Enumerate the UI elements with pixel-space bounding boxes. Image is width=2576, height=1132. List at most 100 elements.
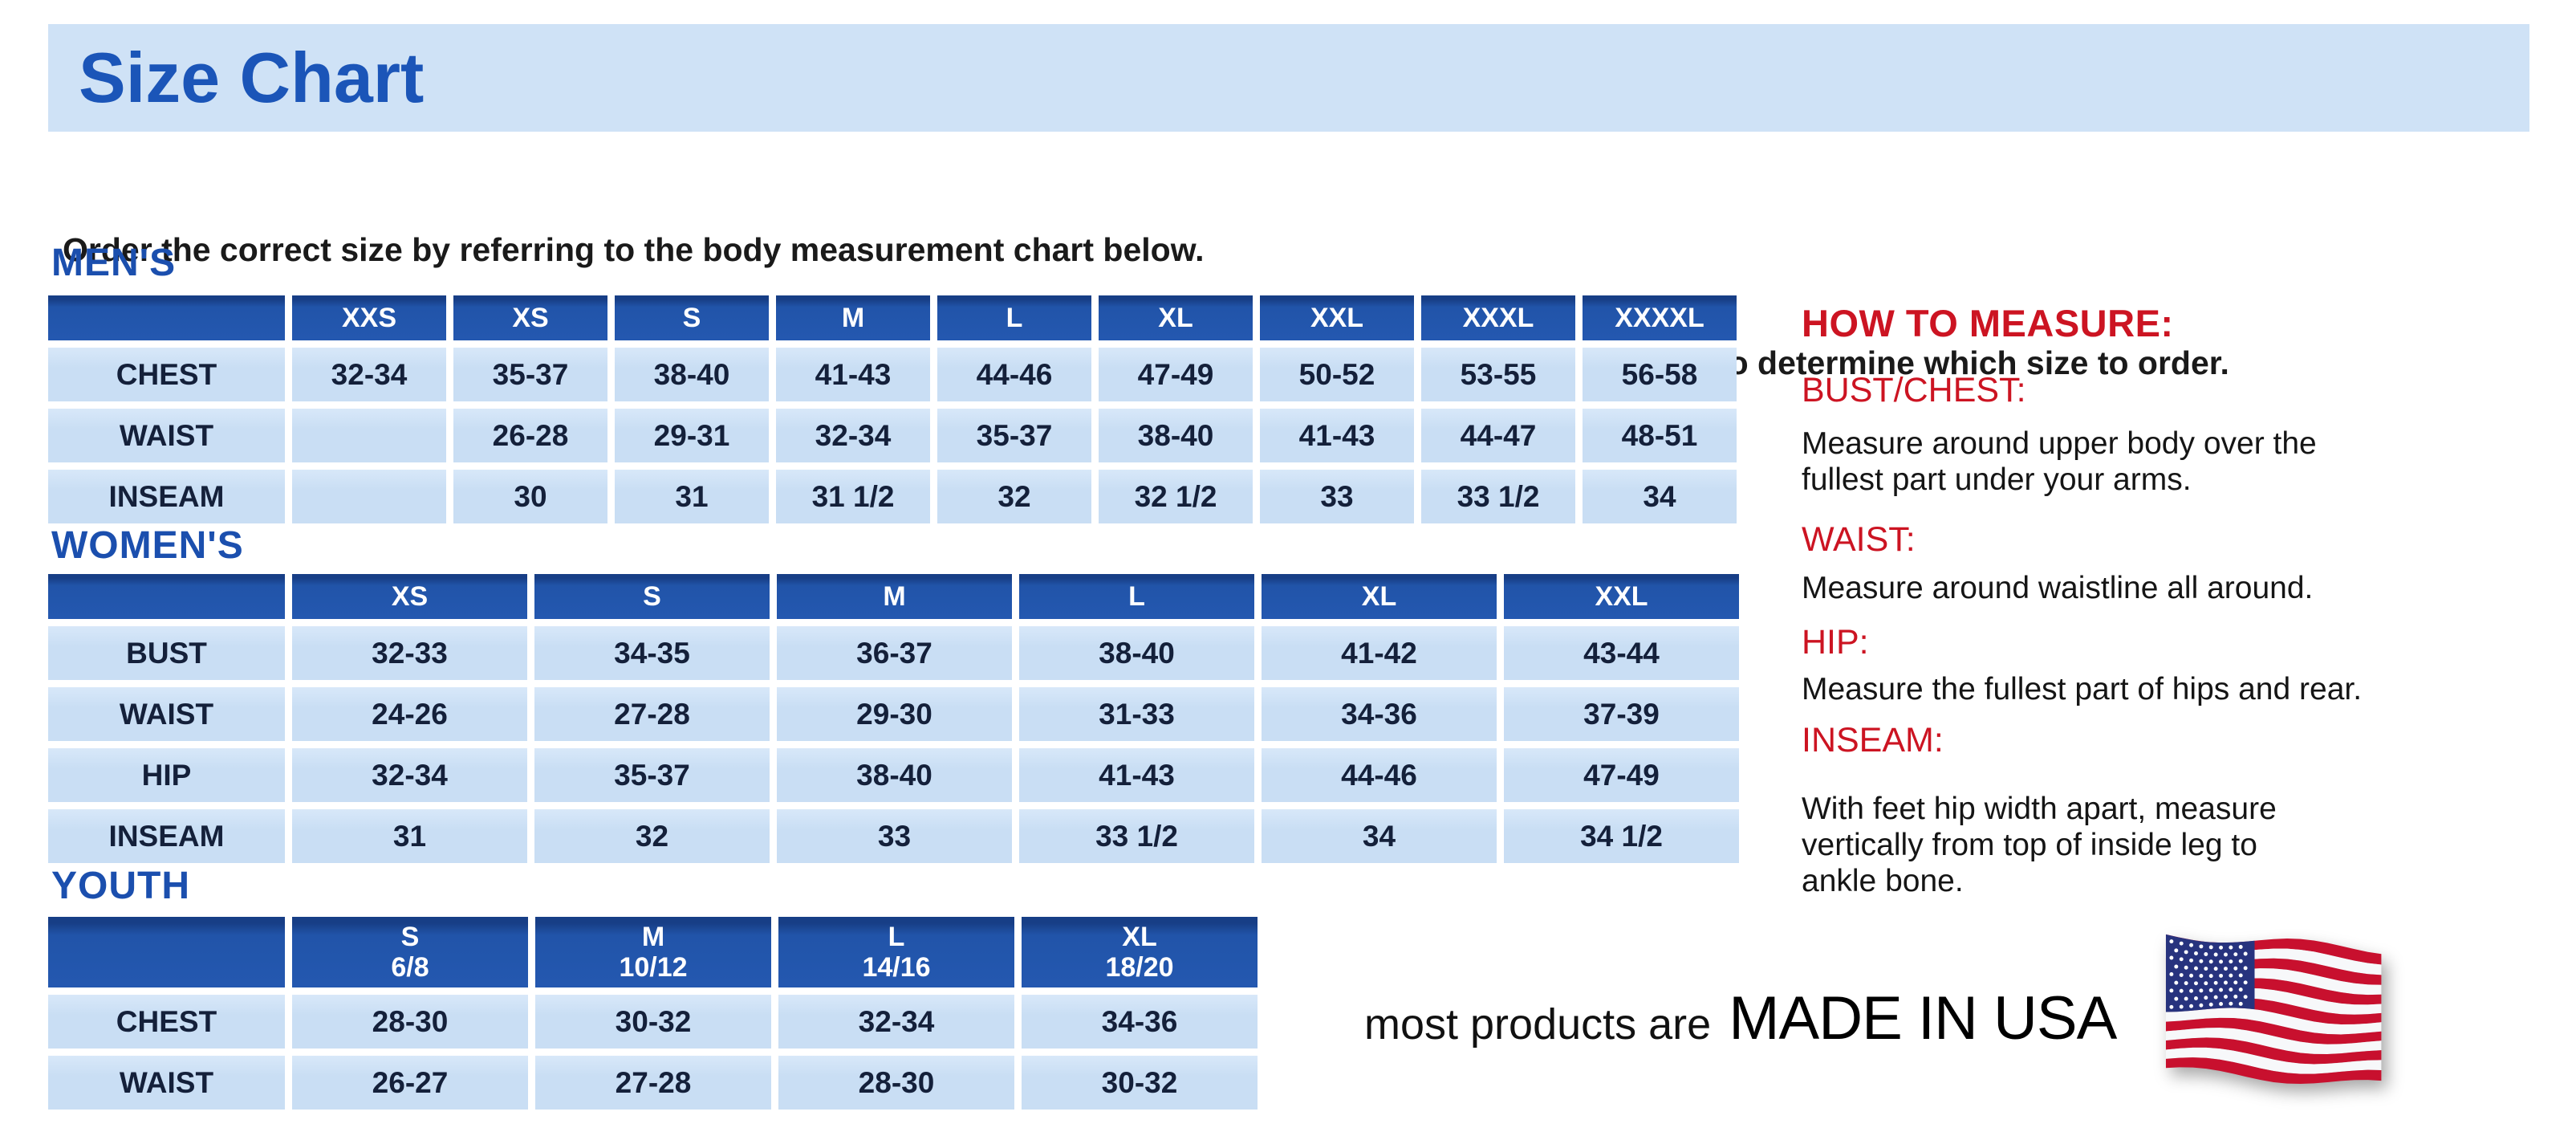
size-value-cell: 34 1/2 xyxy=(1504,809,1739,863)
waist-label: WAIST: xyxy=(1802,520,1916,559)
column-header-cell: M 10/12 xyxy=(535,917,771,987)
size-value-cell: 38-40 xyxy=(777,748,1012,802)
hip-label: HIP: xyxy=(1802,623,1869,662)
column-header-cell: XL xyxy=(1099,295,1253,340)
size-value-cell: 32-33 xyxy=(292,626,527,680)
size-value-cell: 29-31 xyxy=(615,409,769,462)
size-value-cell: 30-32 xyxy=(1022,1056,1258,1110)
row-label-cell: HIP xyxy=(48,748,285,802)
size-value-cell: 33 xyxy=(777,809,1012,863)
size-value-cell: 47-49 xyxy=(1099,348,1253,401)
size-value-cell: 27-28 xyxy=(534,687,770,741)
how-to-measure-heading: HOW TO MEASURE: xyxy=(1802,302,2174,344)
column-header-cell: XXS xyxy=(292,295,446,340)
size-value-cell: 31-33 xyxy=(1019,687,1254,741)
column-header-cell: XS xyxy=(292,574,527,619)
size-value-cell: 34-36 xyxy=(1022,995,1258,1049)
size-value-cell: 38-40 xyxy=(615,348,769,401)
size-value-cell: 38-40 xyxy=(1099,409,1253,462)
size-value-cell: 41-43 xyxy=(776,348,930,401)
column-header-cell: S xyxy=(615,295,769,340)
size-value-cell: 35-37 xyxy=(937,409,1091,462)
size-value-cell: 41-43 xyxy=(1260,409,1414,462)
mens-size-table: XXS XS S M L XL XXL XXXL XXXXL CHEST 32-34 35-37 38-… xyxy=(48,295,1737,523)
size-value-cell: 56-58 xyxy=(1583,348,1737,401)
row-label-cell: CHEST xyxy=(48,348,285,401)
mens-section-heading: MEN'S xyxy=(51,242,177,284)
row-label-cell: WAIST xyxy=(48,687,285,741)
size-value-cell: 32 xyxy=(534,809,770,863)
size-value-cell: 32 xyxy=(937,470,1091,523)
size-value-cell: 32 1/2 xyxy=(1099,470,1253,523)
row-label-cell: CHEST xyxy=(48,995,285,1049)
size-value-cell: 47-49 xyxy=(1504,748,1739,802)
size-value-cell: 36-37 xyxy=(777,626,1012,680)
size-value-cell: 33 1/2 xyxy=(1421,470,1575,523)
size-value-cell: 34-36 xyxy=(1262,687,1497,741)
size-value-cell: 30-32 xyxy=(535,995,771,1049)
size-value-cell: 30 xyxy=(453,470,607,523)
column-header-cell: S xyxy=(534,574,770,619)
size-value-cell: 41-42 xyxy=(1262,626,1497,680)
size-value-cell: 24-26 xyxy=(292,687,527,741)
size-value-cell: 29-30 xyxy=(777,687,1012,741)
column-header-cell: XXL xyxy=(1260,295,1414,340)
size-value-cell: 31 xyxy=(292,809,527,863)
hip-text: Measure the fullest part of hips and rea… xyxy=(1802,672,2363,706)
inseam-label: INSEAM: xyxy=(1802,721,1944,759)
column-header-cell: M xyxy=(777,574,1012,619)
row-label-cell: WAIST xyxy=(48,409,285,462)
womens-size-table: XS S M L XL XXL BUST 32-33 34-35 36-37 38-40 41-42 4… xyxy=(48,574,1739,863)
size-value-cell: 34 xyxy=(1583,470,1737,523)
size-value-cell: 28-30 xyxy=(292,995,528,1049)
size-value-cell: 28-30 xyxy=(778,1056,1014,1110)
table-corner-cell xyxy=(48,295,285,340)
size-value-cell: 33 xyxy=(1260,470,1414,523)
row-label-cell: BUST xyxy=(48,626,285,680)
size-value-cell: 31 xyxy=(615,470,769,523)
made-in-usa-line: most products are MADE IN USA xyxy=(1364,983,2117,1053)
size-value-cell: 53-55 xyxy=(1421,348,1575,401)
column-header-cell: L xyxy=(1019,574,1254,619)
row-label-cell: INSEAM xyxy=(48,470,285,523)
size-value-cell: 37-39 xyxy=(1504,687,1739,741)
table-corner-cell xyxy=(48,574,285,619)
column-header-cell: M xyxy=(776,295,930,340)
size-value-cell: 48-51 xyxy=(1583,409,1737,462)
column-header-cell: XL xyxy=(1262,574,1497,619)
size-value-cell: 34-35 xyxy=(534,626,770,680)
size-value-cell: 44-47 xyxy=(1421,409,1575,462)
size-value-cell: 32-34 xyxy=(776,409,930,462)
inseam-text: With feet hip width apart, measure verti… xyxy=(1802,792,2277,898)
column-header-cell: XS xyxy=(453,295,607,340)
intro-line-1: Order the correct size by referring to t… xyxy=(63,231,1205,268)
bust-chest-text: Measure around upper body over the fulle… xyxy=(1802,426,2317,497)
how-to-measure-panel: HOW TO MEASURE: BUST/CHEST: Measure arou… xyxy=(1802,0,2572,1132)
size-value-cell: 26-28 xyxy=(453,409,607,462)
table-corner-cell xyxy=(48,917,285,987)
size-value-cell: 44-46 xyxy=(937,348,1091,401)
page-title: Size Chart xyxy=(79,38,425,117)
size-value-cell: 33 1/2 xyxy=(1019,809,1254,863)
column-header-cell: L 14/16 xyxy=(778,917,1014,987)
made-in-usa-emphasis: MADE IN USA xyxy=(1729,984,2117,1053)
row-label-cell: WAIST xyxy=(48,1056,285,1110)
size-value-cell: 32-34 xyxy=(292,748,527,802)
size-value-cell: 27-28 xyxy=(535,1056,771,1110)
size-value-cell: 31 1/2 xyxy=(776,470,930,523)
size-value-cell: 34 xyxy=(1262,809,1497,863)
column-header-cell: XXXL xyxy=(1421,295,1575,340)
size-value-cell xyxy=(292,409,446,462)
youth-section-heading: YOUTH xyxy=(51,865,190,907)
us-flag-icon xyxy=(2160,923,2409,1104)
waist-text: Measure around waistline all around. xyxy=(1802,571,2314,605)
title-band: Size Chart xyxy=(48,24,2529,132)
column-header-cell: XXXXL xyxy=(1583,295,1737,340)
size-value-cell: 26-27 xyxy=(292,1056,528,1110)
size-value-cell xyxy=(292,470,446,523)
column-header-cell: L xyxy=(937,295,1091,340)
womens-section-heading: WOMEN'S xyxy=(51,524,244,567)
column-header-cell: S 6/8 xyxy=(292,917,528,987)
size-value-cell: 35-37 xyxy=(534,748,770,802)
size-value-cell: 32-34 xyxy=(292,348,446,401)
